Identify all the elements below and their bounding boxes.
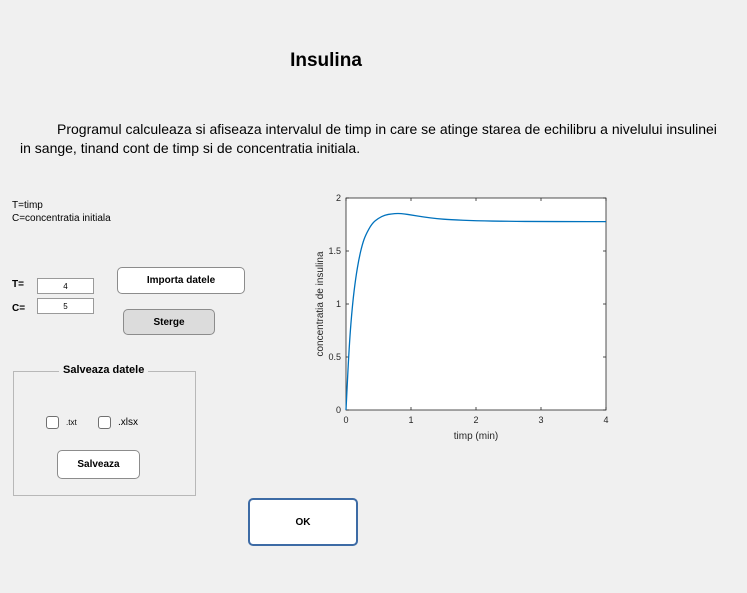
import-data-button[interactable]: Importa datele	[117, 267, 245, 294]
xlsx-checkbox[interactable]	[98, 416, 111, 429]
y-tick-label: 1	[336, 299, 341, 309]
x-tick-label: 0	[343, 415, 348, 425]
page-title: Insulina	[290, 50, 362, 71]
y-tick-label: 2	[336, 193, 341, 203]
x-tick-label: 1	[408, 415, 413, 425]
insulin-curve	[345, 212, 606, 411]
x-tick-label: 2	[473, 415, 478, 425]
y-tick-label: 0	[336, 405, 341, 415]
c-input[interactable]	[37, 298, 94, 314]
y-tick-label: 1.5	[328, 246, 341, 256]
x-tick-label: 3	[538, 415, 543, 425]
txt-checkbox-label: .txt	[66, 418, 77, 427]
ok-button[interactable]: OK	[248, 498, 358, 546]
legend-time: T=timp	[12, 200, 43, 211]
xlsx-checkbox-label: .xlsx	[118, 417, 138, 428]
y-tick-label: 0.5	[328, 352, 341, 362]
description-text: Programul calculeaza si afiseaza interva…	[20, 120, 720, 158]
t-input[interactable]	[37, 278, 94, 294]
x-tick-label: 4	[603, 415, 608, 425]
save-panel-title: Salveaza datele	[59, 364, 149, 376]
c-label: C=	[12, 303, 26, 314]
y-axis-label: concentratia de insulina	[315, 251, 326, 357]
plot-area	[345, 197, 607, 411]
description-body: Programul calculeaza si afiseaza interva…	[20, 121, 717, 156]
txt-checkbox[interactable]	[46, 416, 59, 429]
save-button[interactable]: Salveaza	[57, 450, 140, 479]
insulin-chart: 0 1 2 3 4 0 0.5 1 1.5 2 timp (min) concentratia d…	[315, 193, 609, 442]
clear-button[interactable]: Sterge	[123, 309, 215, 335]
x-axis-label: timp (min)	[454, 431, 498, 442]
legend-concentration: C=concentratia initiala	[12, 213, 111, 224]
t-label: T=	[12, 279, 24, 290]
